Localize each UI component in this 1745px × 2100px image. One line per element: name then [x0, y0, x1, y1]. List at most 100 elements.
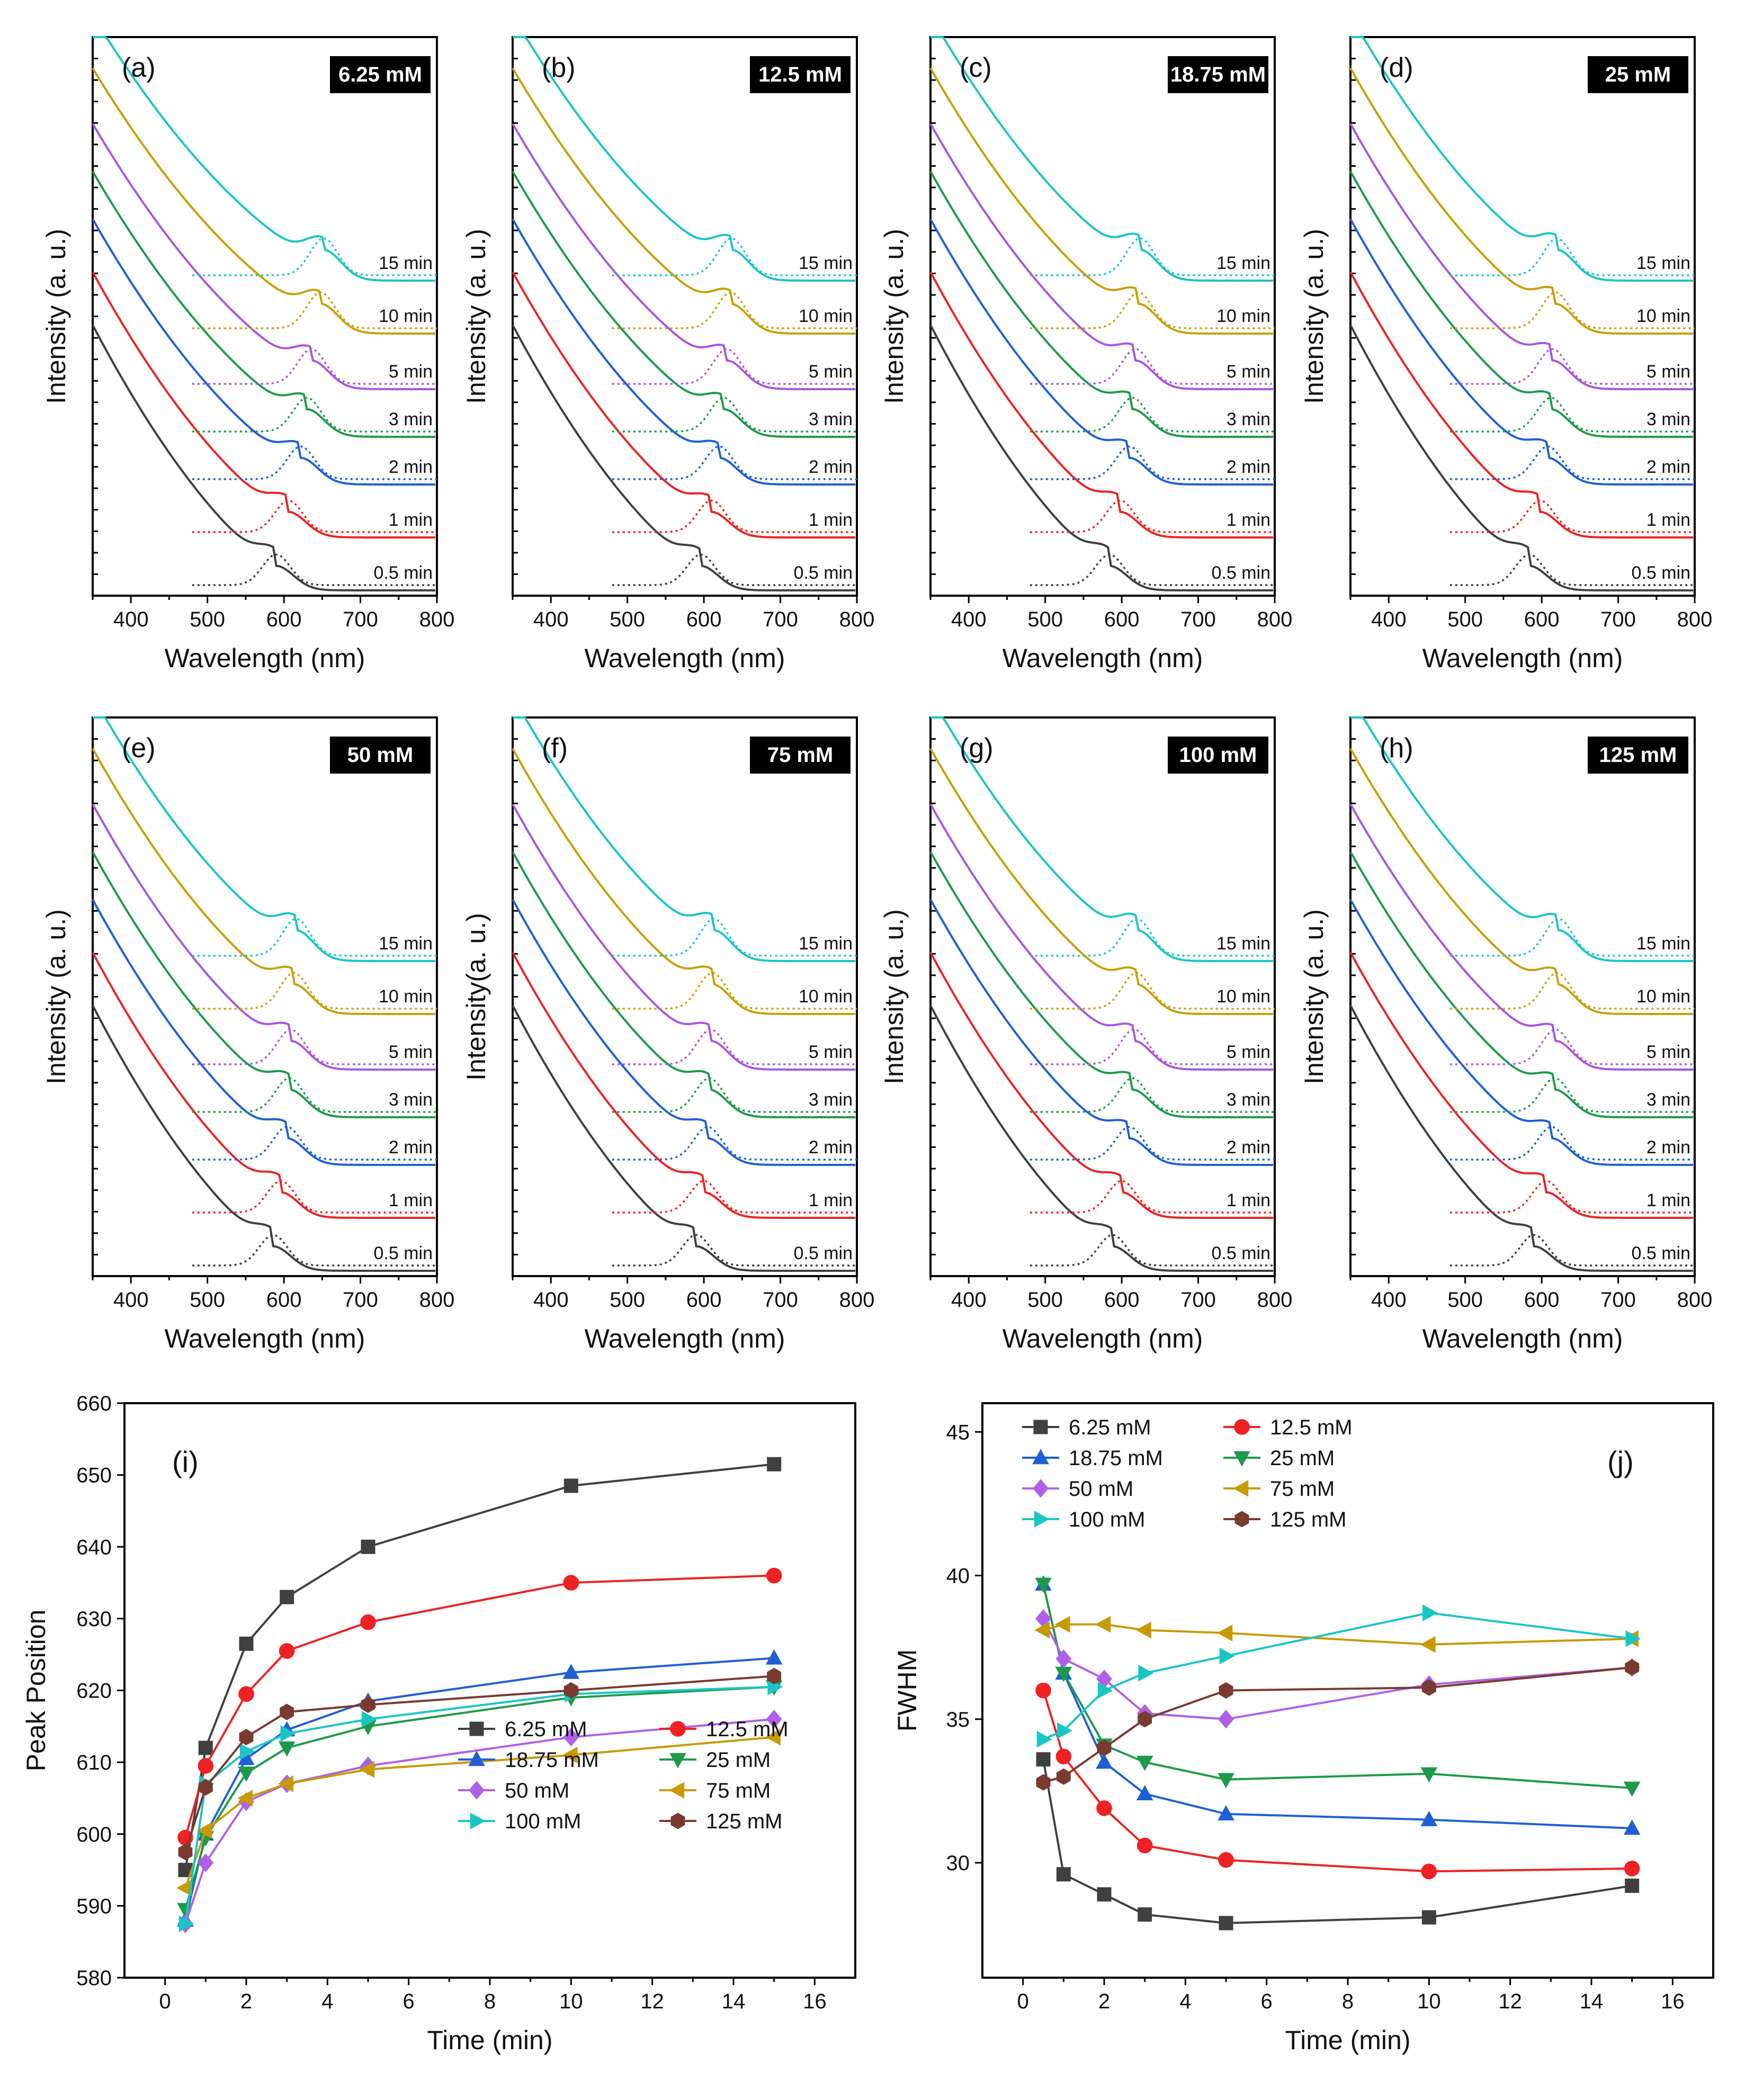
legend-label: 12.5 mM	[1270, 1416, 1353, 1439]
x-tick-label: 16	[1661, 1990, 1685, 2013]
fitted-peak-curve	[1030, 237, 1275, 276]
x-tick-label: 400	[533, 608, 569, 631]
spectrum-curve	[512, 1004, 856, 1272]
fitted-peak-curve	[1030, 1028, 1275, 1065]
time-label: 2 min	[1646, 457, 1690, 477]
data-point	[765, 1728, 781, 1746]
data-point	[361, 1697, 375, 1713]
spectrum-curve	[92, 271, 436, 539]
data-point	[239, 1636, 254, 1651]
fitted-peak-curve	[1030, 291, 1275, 329]
spectrum-curve	[1349, 170, 1694, 438]
x-tick-label: 700	[763, 608, 798, 631]
spectrum-curve	[93, 36, 436, 282]
series-line	[1042, 1584, 1632, 1789]
fitted-peak-curve	[612, 499, 857, 533]
legend-label: 6.25 mM	[505, 1718, 587, 1741]
legend-label: 75 mM	[1270, 1477, 1335, 1501]
spectrum-curve	[1349, 803, 1694, 1071]
time-label: 0.5 min	[1212, 1243, 1271, 1263]
series-line	[1043, 1666, 1632, 1784]
data-point	[1034, 1511, 1050, 1528]
data-point	[563, 1575, 579, 1591]
y-axis-label: Peak Position	[21, 1610, 51, 1772]
legend-label: 12.5 mM	[706, 1718, 789, 1741]
spectrum-curve	[92, 170, 436, 438]
x-tick-label: 6	[403, 1990, 415, 2013]
spectrum-curve	[512, 170, 856, 438]
data-point	[237, 1790, 253, 1807]
x-axis-label: Wavelength (nm)	[1422, 1324, 1623, 1353]
x-axis-label: Time (min)	[427, 2025, 552, 2055]
data-point	[1136, 1785, 1153, 1800]
x-axis-label: Wavelength (nm)	[1422, 643, 1623, 673]
data-point	[279, 1643, 295, 1659]
fitted-peak-curve	[192, 499, 437, 533]
x-tick-label: 4	[1179, 1990, 1191, 2013]
x-tick-label: 8	[484, 1990, 496, 2013]
fitted-peak-curve	[192, 972, 437, 1010]
x-tick-label: 500	[1027, 1288, 1063, 1312]
data-point	[239, 1729, 254, 1746]
x-axis-label: Wavelength (nm)	[1003, 1324, 1203, 1353]
data-point	[1055, 1748, 1072, 1765]
fitted-peak-curve	[612, 348, 857, 385]
data-point	[198, 1779, 213, 1796]
fitted-peak-curve	[1449, 1180, 1695, 1214]
spectrum-curve	[512, 123, 856, 390]
x-tick-label: 600	[1104, 1288, 1140, 1312]
data-point	[278, 1741, 296, 1757]
spectrum-curve	[92, 803, 436, 1071]
x-tick-label: 6	[1261, 1990, 1273, 2013]
spectrum-curve	[1350, 716, 1694, 962]
data-point	[1097, 1887, 1112, 1902]
spectrum-curve	[512, 67, 856, 335]
spectrum-curve	[512, 218, 856, 486]
y-axis-label: Intensity (a. u.)	[1299, 229, 1329, 404]
legend-label: 25 mM	[1270, 1447, 1335, 1470]
data-point	[1035, 1682, 1051, 1699]
x-tick-label: 600	[1104, 608, 1140, 631]
time-label: 5 min	[1227, 1042, 1270, 1062]
y-axis-label: Intensity(a. u.)	[461, 913, 491, 1081]
data-point	[238, 1766, 255, 1782]
time-label: 1 min	[809, 1190, 853, 1210]
time-label: 15 min	[1636, 934, 1690, 954]
y-axis-label: Intensity (a. u.)	[1299, 909, 1329, 1084]
data-point	[1234, 1511, 1249, 1528]
y-axis-label: Intensity (a. u.)	[879, 909, 909, 1084]
data-point	[1233, 1451, 1250, 1467]
data-point	[238, 1686, 254, 1702]
spectrum-curve	[92, 748, 436, 1015]
data-point	[563, 1682, 578, 1699]
legend-label: 75 mM	[706, 1779, 771, 1802]
y-tick-label: 620	[76, 1680, 112, 1703]
x-tick-label: 500	[190, 608, 225, 631]
concentration-badge	[1588, 56, 1688, 93]
spectrum-curve	[929, 952, 1274, 1219]
data-point	[670, 1721, 686, 1737]
fitted-peak-curve	[1449, 348, 1695, 385]
data-point	[198, 1740, 213, 1755]
series-line	[1042, 1618, 1632, 1720]
concentration-label: 100 mM	[1179, 743, 1257, 767]
time-label: 2 min	[1227, 457, 1270, 477]
y-tick-label: 30	[946, 1852, 970, 1875]
spectra-panel: 400 500 600 700 800 Wavelength (nm) Intensity …	[41, 716, 454, 1353]
data-point	[280, 1725, 296, 1742]
data-point	[562, 1663, 580, 1679]
spectra-panel: 400 500 600 700 800 Wavelength (nm) Intensity …	[461, 36, 874, 673]
spectrum-curve	[92, 851, 436, 1118]
x-tick-label: 400	[951, 608, 987, 631]
time-label: 10 min	[1216, 306, 1270, 326]
spectra-panel: 400 500 600 700 800 Wavelength (nm) Intensity …	[1299, 36, 1712, 673]
time-label: 0.5 min	[374, 1243, 433, 1263]
legend-label: 100 mM	[505, 1810, 581, 1833]
spectra-panel: 400 500 600 700 800 Wavelength (nm) Intensity …	[41, 36, 454, 673]
x-axis-label: Wavelength (nm)	[585, 643, 785, 673]
data-point	[196, 1822, 212, 1839]
x-tick-label: 600	[266, 608, 302, 631]
data-point	[765, 1649, 783, 1665]
x-tick-label: 500	[1027, 608, 1063, 631]
fitted-peak-curve	[612, 1077, 857, 1113]
